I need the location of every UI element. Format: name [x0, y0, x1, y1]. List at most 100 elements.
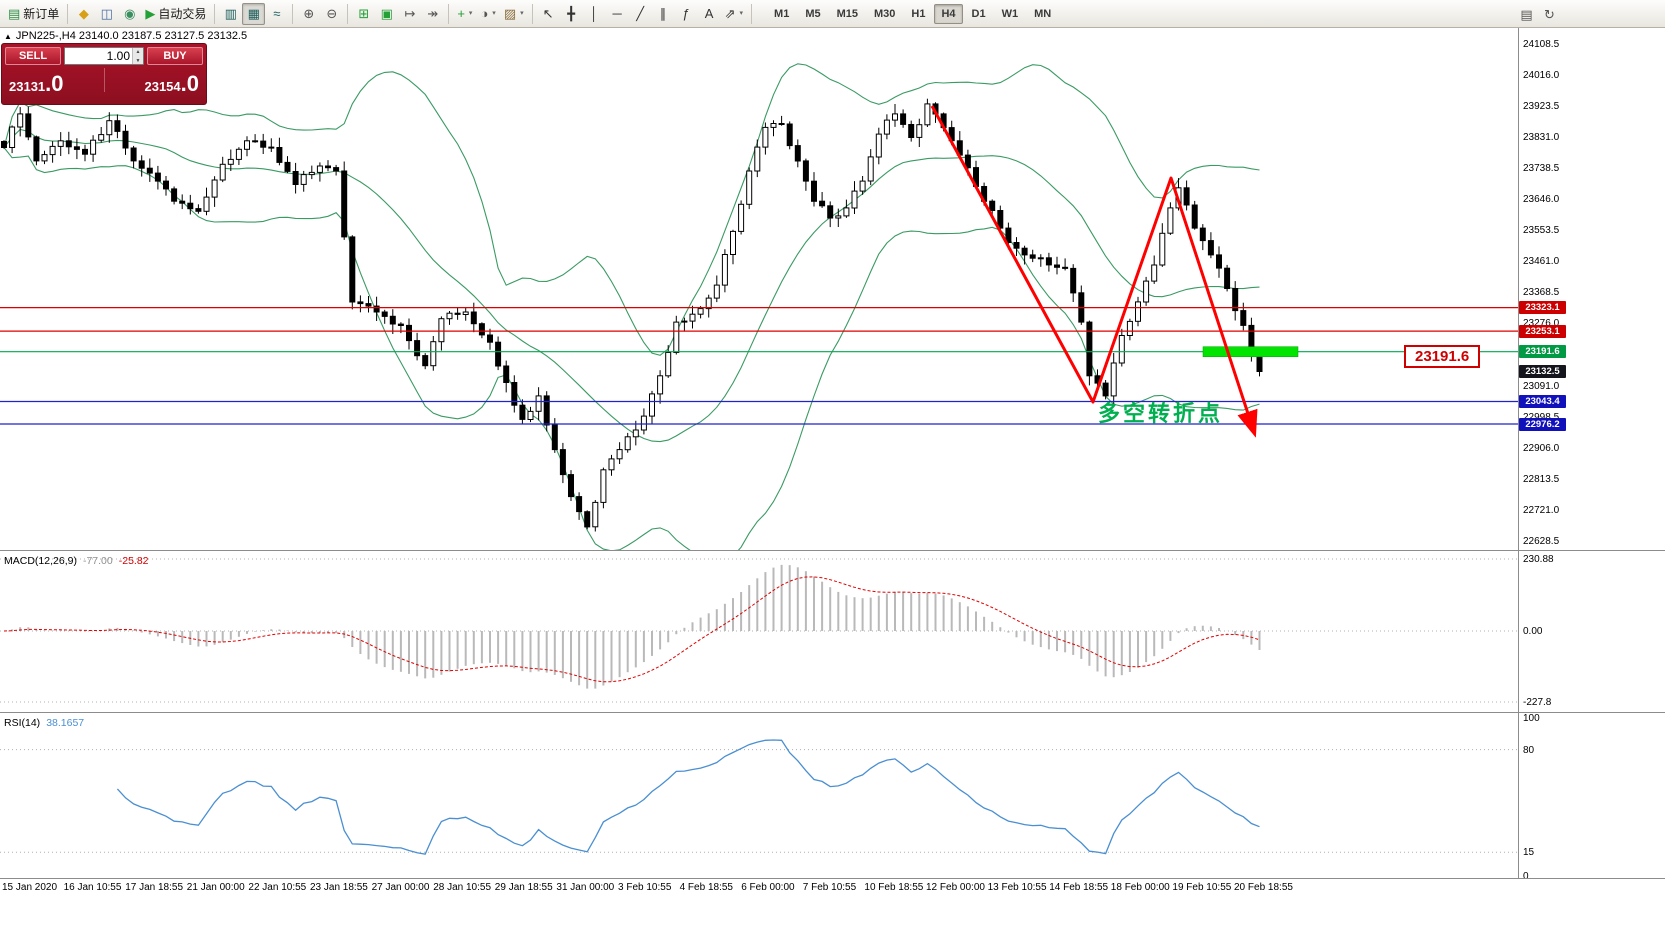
- highlight-zone[interactable]: [1202, 346, 1299, 357]
- candlestick-chart-button[interactable]: ▦: [242, 2, 266, 25]
- toolbar-separator: [214, 3, 216, 24]
- timeframe-M1[interactable]: M1: [774, 7, 790, 20]
- templates-button[interactable]: ▨ ▾: [500, 3, 528, 25]
- macd-name: MACD(12,26,9): [4, 555, 77, 567]
- timeframe-M5[interactable]: M5: [805, 7, 821, 20]
- volume-input[interactable]: [65, 48, 132, 64]
- crosshair-button[interactable]: ╋: [560, 3, 583, 25]
- bollinger-upper-band: [3, 63, 1260, 356]
- periods-button[interactable]: ◑ ▾: [476, 3, 499, 25]
- main-chart-canvas[interactable]: [0, 28, 1518, 550]
- bollinger-lower-band: [3, 147, 1260, 550]
- time-axis-label: 3 Feb 10:55: [618, 882, 672, 893]
- text-button[interactable]: A: [698, 3, 721, 25]
- price-callout-box[interactable]: 23191.6: [1404, 345, 1481, 368]
- timeframe-D1[interactable]: D1: [971, 7, 986, 20]
- macd-panel-separator[interactable]: [0, 550, 1665, 551]
- timeframe-W1[interactable]: W1: [1001, 7, 1019, 20]
- zoom-in-button[interactable]: ⊕: [297, 3, 320, 25]
- horizontal-line-icon: ─: [612, 6, 622, 21]
- auto-scroll-button[interactable]: ↠: [421, 3, 444, 25]
- timeframe-M30[interactable]: M30: [874, 7, 896, 20]
- rsi-line: [116, 739, 1260, 855]
- macd-panel-canvas[interactable]: [0, 551, 1518, 712]
- time-axis[interactable]: 15 Jan 2020 16 Jan 10:55 17 Jan 18:55 21 Ja…: [0, 878, 1665, 895]
- indicators-button[interactable]: + ▾: [453, 3, 476, 25]
- candles: [1, 98, 1263, 532]
- line-chart-icon: ≈: [273, 6, 281, 21]
- macd-signal-value: -25.82: [118, 555, 149, 567]
- timeframe-MN[interactable]: MN: [1034, 7, 1052, 20]
- volume-increase-button[interactable]: ▲: [133, 48, 143, 57]
- macd-axis-label: 230.88: [1523, 554, 1554, 565]
- time-axis-label: 17 Jan 18:55: [125, 882, 184, 893]
- chart-shift-button[interactable]: ↦: [398, 3, 421, 25]
- cursor-button[interactable]: ↖: [537, 3, 560, 25]
- bollinger-middle-band: [3, 128, 1260, 443]
- timeframe-toolbar: M1 M5 M15 M30 H1 H4 D1 W1 MN: [766, 0, 1059, 27]
- rsi-value: 38.1657: [46, 717, 85, 729]
- line-chart-button[interactable]: ≈: [265, 3, 288, 25]
- auto-arrange-icon: ▣: [380, 6, 393, 21]
- volume-decrease-button[interactable]: ▼: [133, 57, 143, 64]
- new-chart-button[interactable]: ▤: [1515, 3, 1538, 25]
- macd-axis-label: 0.00: [1523, 625, 1543, 637]
- macd-signal-line: [3, 576, 1260, 683]
- new-order-button[interactable]: ▤ 新订单: [4, 3, 63, 25]
- time-axis-label: 22 Jan 10:55: [248, 882, 307, 893]
- crosshair-icon: ╋: [567, 6, 576, 21]
- price-tag-22976.2: 22976.2: [1519, 417, 1566, 431]
- buy-price-big: .0: [180, 71, 199, 96]
- price-tag-23132.5: 23132.5: [1519, 365, 1566, 379]
- buy-button[interactable]: BUY: [147, 47, 203, 65]
- caret-down-icon: ▾: [739, 10, 744, 17]
- time-axis-label: 29 Jan 18:55: [494, 882, 553, 893]
- new-chart-icon: ▤: [1520, 6, 1533, 22]
- auto-arrange-button[interactable]: ▣: [375, 3, 398, 25]
- strategy-tester-icon: ◉: [124, 6, 136, 21]
- sell-button[interactable]: SELL: [5, 47, 61, 65]
- macd-main-value: -77.00: [82, 555, 113, 567]
- trendline-button[interactable]: ╱: [629, 3, 652, 25]
- zoom-out-button[interactable]: ⊖: [320, 3, 343, 25]
- price-axis-label: 23276.0: [1523, 318, 1560, 330]
- price-axis-label: 23553.5: [1523, 225, 1560, 237]
- channel-button[interactable]: ∥: [652, 3, 675, 25]
- one-click-collapse-arrow[interactable]: ▲: [4, 31, 12, 41]
- data-window-button[interactable]: ◫: [95, 3, 118, 25]
- turning-point-note[interactable]: 多空转折点: [1098, 401, 1224, 426]
- time-axis-label: 27 Jan 00:00: [371, 882, 430, 893]
- chart-ohlc-line: JPN225-,H4 23140.0 23187.5 23127.5 23132…: [15, 30, 248, 42]
- autotrading-button[interactable]: ▶ 自动交易: [141, 3, 210, 25]
- tile-windows-button[interactable]: ⊞: [352, 3, 375, 25]
- timeframe-H4[interactable]: H4: [934, 3, 963, 24]
- fibonacci-button[interactable]: ƒ: [675, 3, 698, 25]
- chart-shift-icon: ↦: [404, 6, 416, 21]
- refresh-button[interactable]: ↻: [1538, 3, 1561, 25]
- toolbar-separator: [292, 3, 294, 24]
- caret-down-icon: ▾: [520, 10, 524, 17]
- price-axis-label: 22721.0: [1523, 504, 1560, 516]
- chart-title: ▲ JPN225-,H4 23140.0 23187.5 23127.5 231…: [4, 30, 247, 42]
- time-axis-label: 13 Feb 10:55: [987, 882, 1047, 893]
- timeframe-M15[interactable]: M15: [836, 7, 859, 20]
- market-watch-icon: ◆: [78, 6, 89, 21]
- bar-chart-button[interactable]: ▥: [219, 3, 242, 25]
- data-window-icon: ◫: [100, 6, 113, 21]
- trend-zigzag[interactable]: [930, 105, 1258, 438]
- arrows-button[interactable]: ⇗ ▾: [721, 3, 747, 25]
- horizontal-line-button[interactable]: ─: [606, 3, 629, 25]
- rsi-panel-separator[interactable]: [0, 712, 1665, 713]
- price-axis[interactable]: 24108.5 24016.0 23923.5 23831.0 23738.5 23646…: [1519, 28, 1665, 882]
- rsi-panel-canvas[interactable]: [0, 713, 1518, 878]
- new-order-icon: ▤: [8, 6, 21, 21]
- candlestick-chart-icon: ▦: [247, 6, 260, 21]
- vertical-line-button[interactable]: │: [583, 3, 606, 25]
- price-axis-label: 23738.5: [1523, 163, 1560, 175]
- timeframe-H1[interactable]: H1: [911, 7, 926, 20]
- time-axis-label: 31 Jan 00:00: [556, 882, 615, 893]
- sell-price-main: 23131: [9, 79, 46, 94]
- market-watch-button[interactable]: ◆: [72, 3, 95, 25]
- strategy-tester-button[interactable]: ◉: [118, 3, 141, 25]
